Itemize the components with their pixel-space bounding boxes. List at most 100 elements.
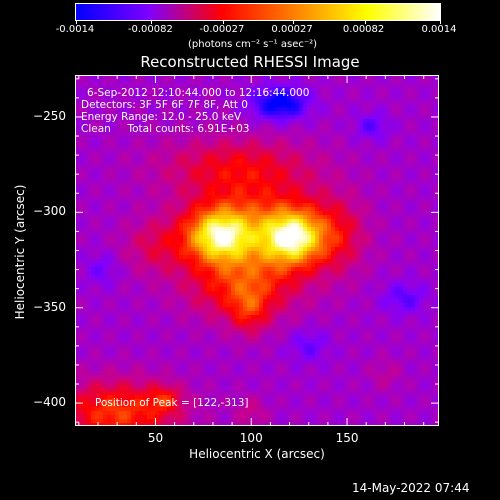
heatmap-cell <box>399 191 404 196</box>
heatmap-cell <box>79 191 84 196</box>
heatmap-cell <box>175 207 180 212</box>
heatmap-cell <box>387 203 392 208</box>
heatmap-cell <box>111 99 116 104</box>
heatmap-cell <box>191 127 196 132</box>
heatmap-cell <box>263 187 268 192</box>
heatmap-cell <box>91 167 96 172</box>
heatmap-cell <box>91 127 96 132</box>
heatmap-cell <box>371 139 376 144</box>
heatmap-cell <box>151 127 156 132</box>
heatmap-cell <box>79 179 84 184</box>
heatmap-cell <box>291 175 296 180</box>
heatmap-cell <box>175 183 180 188</box>
heatmap-cell <box>175 79 180 84</box>
heatmap-cell <box>107 155 112 160</box>
heatmap-cell <box>91 147 96 152</box>
heatmap-cell <box>391 187 396 192</box>
heatmap-cell <box>411 191 416 196</box>
heatmap-cell <box>255 167 260 172</box>
heatmap-cell <box>375 195 380 200</box>
heatmap-cell <box>167 139 172 144</box>
heatmap-cell <box>299 95 304 100</box>
heatmap-cell <box>195 203 200 208</box>
heatmap-cell <box>327 139 332 144</box>
heatmap-cell <box>375 187 380 192</box>
heatmap-cell <box>287 219 292 224</box>
heatmap-cell <box>391 147 396 152</box>
heatmap-cell <box>211 99 216 104</box>
heatmap-cell <box>407 231 412 236</box>
heatmap-cell <box>379 123 384 128</box>
heatmap-cell <box>223 231 228 236</box>
heatmap-cell <box>303 95 308 100</box>
heatmap-cell <box>231 103 236 108</box>
heatmap-cell <box>375 167 380 172</box>
heatmap-cell <box>239 167 244 172</box>
heatmap-cell <box>187 171 192 176</box>
heatmap-cell <box>343 171 348 176</box>
heatmap-cell <box>255 147 260 152</box>
heatmap-cell <box>191 231 196 236</box>
heatmap-cell <box>351 171 356 176</box>
heatmap-cell <box>167 163 172 168</box>
heatmap-cell <box>191 91 196 96</box>
heatmap-cell <box>319 119 324 124</box>
heatmap-cell <box>167 155 172 160</box>
heatmap-cell <box>323 155 328 160</box>
heatmap-cell <box>203 115 208 120</box>
heatmap-cell <box>303 111 308 116</box>
heatmap-cell <box>119 183 124 188</box>
heatmap-cell <box>167 207 172 212</box>
heatmap-cell <box>335 175 340 180</box>
heatmap-cell <box>239 95 244 100</box>
heatmap-cell <box>99 159 104 164</box>
heatmap-cell <box>359 163 364 168</box>
heatmap-cell <box>371 91 376 96</box>
heatmap-cell <box>291 223 296 228</box>
heatmap-cell <box>243 167 248 172</box>
heatmap-cell <box>223 143 228 148</box>
heatmap-cell <box>383 175 388 180</box>
heatmap-cell <box>131 143 136 148</box>
heatmap-cell <box>367 83 372 88</box>
heatmap-cell <box>327 187 332 192</box>
heatmap-cell <box>107 235 112 240</box>
heatmap-cell <box>335 135 340 140</box>
heatmap-cell <box>275 183 280 188</box>
heatmap-cell <box>383 219 388 224</box>
heatmap-cell <box>207 131 212 136</box>
heatmap-cell <box>95 151 100 156</box>
heatmap-cell <box>307 235 312 240</box>
heatmap-cell <box>95 175 100 180</box>
heatmap-cell <box>163 91 168 96</box>
heatmap-cell <box>143 147 148 152</box>
heatmap-cell <box>307 99 312 104</box>
heatmap-cell <box>239 119 244 124</box>
heatmap-cell <box>427 175 432 180</box>
heatmap-cell <box>199 123 204 128</box>
heatmap-cell <box>155 211 160 216</box>
heatmap-cell <box>411 211 416 216</box>
heatmap-cell <box>275 223 280 228</box>
heatmap-cell <box>103 163 108 168</box>
heatmap-cell <box>283 163 288 168</box>
heatmap-cell <box>279 119 284 124</box>
heatmap-cell <box>227 167 232 172</box>
heatmap-cell <box>135 91 140 96</box>
heatmap-cell <box>299 207 304 212</box>
heatmap-cell <box>83 103 88 108</box>
heatmap-cell <box>391 75 396 80</box>
heatmap-cell <box>111 119 116 124</box>
heatmap-cell <box>271 211 276 216</box>
heatmap-cell <box>107 227 112 232</box>
heatmap-cell <box>283 199 288 204</box>
heatmap-cell <box>163 207 168 212</box>
heatmap-cell <box>267 231 272 236</box>
heatmap-cell <box>259 143 264 148</box>
heatmap-cell <box>115 243 120 248</box>
heatmap-cell <box>99 175 104 180</box>
heatmap-cell <box>179 195 184 200</box>
heatmap-cell <box>291 123 296 128</box>
heatmap-cell <box>243 103 248 108</box>
heatmap-cell <box>327 115 332 120</box>
